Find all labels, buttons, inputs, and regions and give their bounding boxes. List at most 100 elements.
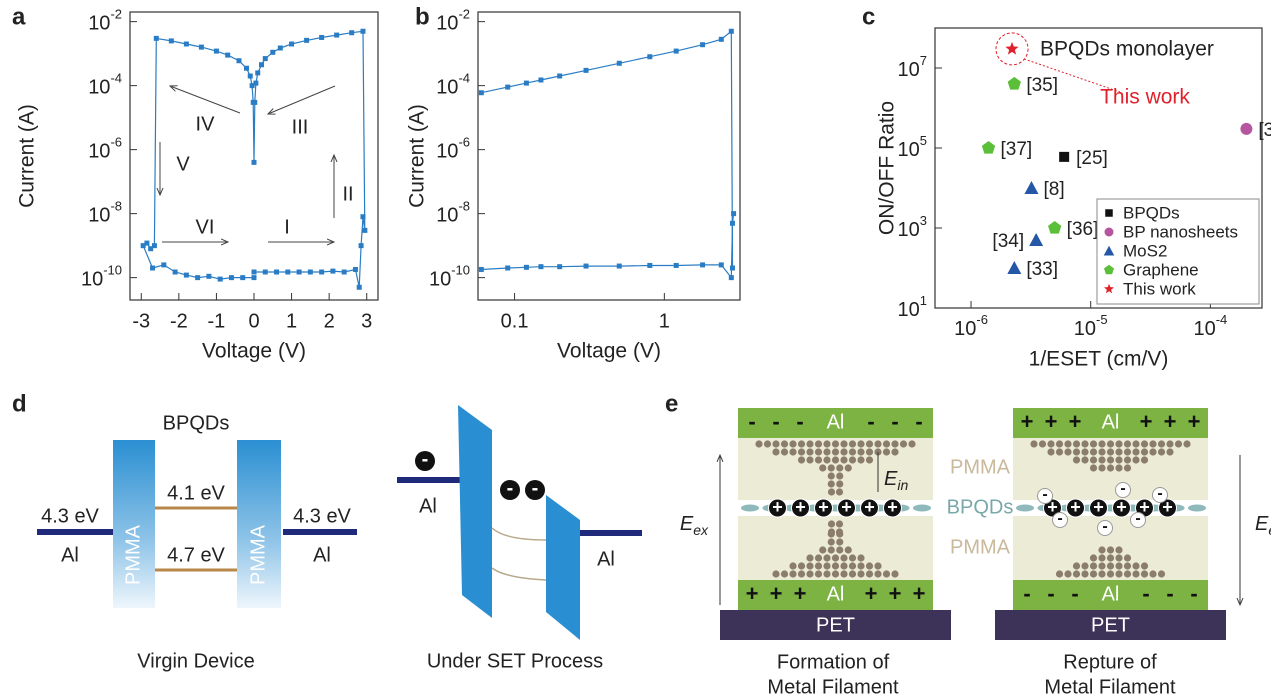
data-point: [360, 214, 366, 220]
data-point: [253, 80, 259, 86]
metal-atom: [1132, 570, 1140, 578]
charge-sign: +: [1140, 409, 1153, 434]
marker: [1005, 41, 1019, 55]
metal-atom: [1106, 456, 1115, 464]
metal-atom: [1115, 448, 1123, 456]
data-point: [718, 36, 724, 42]
point-label: [35]: [1026, 75, 1058, 96]
data-point: [250, 99, 256, 105]
charge-sign: +: [1045, 409, 1058, 434]
metal-atom: [836, 480, 844, 488]
ion-sign: +: [1047, 497, 1058, 517]
charge-sign: +: [865, 581, 878, 606]
metal-atom: [814, 554, 823, 562]
label: Al: [419, 495, 437, 517]
tick-base: 10: [898, 219, 920, 241]
metal-atom: [1055, 448, 1064, 456]
charge-sign: +: [1069, 409, 1082, 434]
electrode-label: Al: [1102, 411, 1120, 433]
charge-sign: +: [1164, 409, 1177, 434]
quantum-dot: [1188, 504, 1206, 512]
ion-sign: +: [795, 497, 806, 517]
tick-base: 10: [1193, 318, 1215, 340]
metal-atom: [814, 448, 823, 456]
metal-atom: [1132, 562, 1140, 570]
metal-atom: [1115, 546, 1123, 554]
panel-label: e: [665, 390, 678, 417]
ion: [768, 498, 787, 518]
y-tick-label: 10-8: [88, 199, 122, 227]
data-point: [251, 159, 257, 165]
caption: Formation of: [777, 651, 890, 673]
tick-exponent: -5: [1096, 312, 1108, 327]
data-point: [285, 269, 291, 275]
metal-atom: [1098, 546, 1106, 554]
label: 4.3 eV: [293, 505, 351, 527]
metal-atom: [848, 440, 857, 448]
x-tick-label: 0.1: [501, 310, 529, 332]
electron: [1052, 512, 1068, 528]
data-point: [700, 262, 706, 268]
point-label: [36]: [1067, 219, 1099, 240]
substrate: [995, 610, 1226, 640]
charge: -: [422, 448, 429, 470]
data-point: [334, 32, 340, 38]
metal-atom: [1089, 464, 1098, 472]
data-point: [153, 35, 159, 41]
metal-atom: [865, 562, 874, 570]
ion: [860, 498, 879, 518]
metal-atom: [797, 570, 806, 578]
charge-sign: -: [748, 409, 755, 434]
tick-exponent: -4: [458, 71, 470, 86]
legend-label: This work: [1123, 279, 1196, 298]
data-point: [352, 266, 358, 272]
data-point: [198, 44, 204, 50]
metal-atom: [1106, 464, 1115, 472]
x-axis-label: Voltage (V): [202, 340, 306, 363]
metal-atom: [836, 464, 844, 472]
x-tick-label: 10-4: [1193, 312, 1227, 340]
metal-atom: [814, 570, 823, 578]
tick-base: 10: [436, 77, 458, 99]
point-label: [33]: [1026, 259, 1058, 280]
metal-atom: [848, 554, 857, 562]
metal-atom: [1115, 554, 1123, 562]
metal-atom: [865, 456, 874, 464]
data-point: [538, 77, 544, 83]
data-point: [728, 275, 734, 281]
metal-atom: [827, 480, 835, 488]
charge-sign: -: [867, 409, 874, 434]
metal-atom: [840, 448, 848, 456]
legend-label: Graphene: [1123, 260, 1199, 279]
tick-base: 10: [898, 299, 920, 321]
metal-atom: [1072, 562, 1081, 570]
panel-labels: a b c d e: [12, 3, 875, 417]
data-point: [538, 264, 544, 270]
caption: Under SET Process: [427, 650, 603, 672]
tick-exponent: -2: [110, 7, 122, 22]
data-point: [161, 262, 167, 268]
charge-sign: -: [796, 409, 803, 434]
field-subscript: ex: [1268, 522, 1271, 538]
metal-atom: [827, 472, 835, 480]
annotation: V: [176, 153, 190, 175]
metal-atom: [1157, 440, 1166, 448]
metal-atom: [1132, 456, 1140, 464]
tick-exponent: 7: [920, 53, 927, 68]
metal-atom: [1115, 464, 1123, 472]
tick-exponent: -6: [110, 135, 122, 150]
metal-atom: [1089, 570, 1098, 578]
metal-atom: [1098, 456, 1106, 464]
y-tick-label: 10-4: [88, 71, 122, 99]
metal-atom: [857, 570, 865, 578]
tick-exponent: -6: [976, 312, 988, 327]
ion-sign: +: [1093, 497, 1104, 517]
data-point: [362, 227, 368, 233]
electron-sign: -: [1157, 485, 1162, 502]
y-tick-label: 101: [898, 293, 927, 321]
ion: [791, 498, 810, 518]
metal-atom: [814, 562, 823, 570]
